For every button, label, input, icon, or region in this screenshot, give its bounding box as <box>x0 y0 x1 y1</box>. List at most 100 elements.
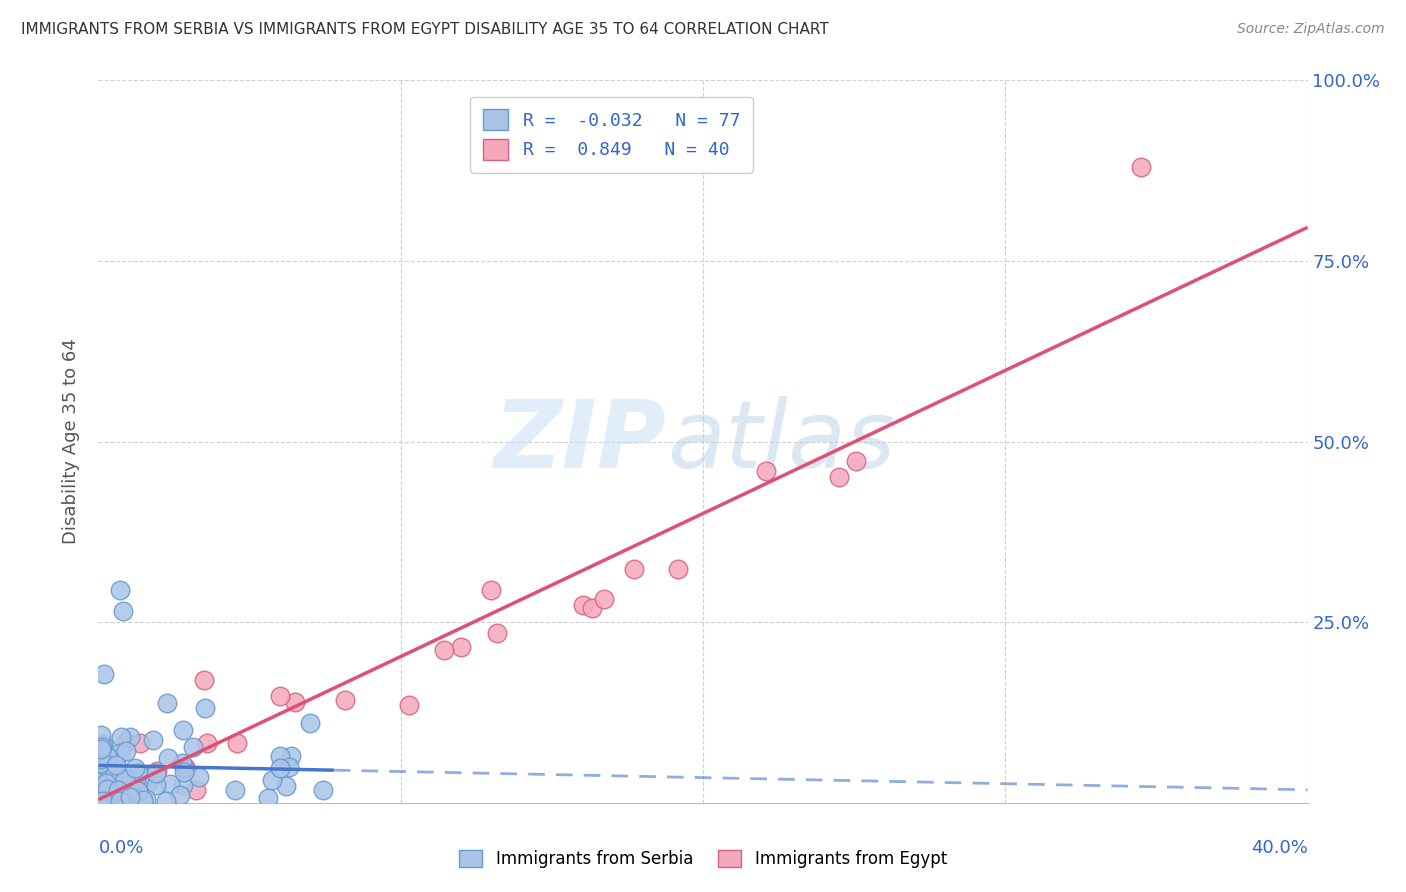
Point <box>91 790 114 805</box>
Point <box>104 751 127 765</box>
Point <box>90 794 112 808</box>
Point <box>124 772 146 787</box>
Point <box>269 748 291 763</box>
Point <box>181 740 204 755</box>
Point <box>172 778 194 792</box>
Point <box>110 790 132 805</box>
Point <box>135 792 157 806</box>
Point <box>581 600 603 615</box>
Point <box>311 783 333 797</box>
Point <box>828 470 851 484</box>
Point <box>333 693 356 707</box>
Point <box>91 739 114 753</box>
Point <box>117 772 139 786</box>
Point <box>117 777 139 791</box>
Point <box>94 776 117 790</box>
Text: 40.0%: 40.0% <box>1251 838 1308 857</box>
Point <box>93 794 115 808</box>
Point <box>91 737 114 751</box>
Point <box>112 776 135 790</box>
Point <box>1130 160 1153 174</box>
Point <box>284 695 307 709</box>
Point <box>96 754 118 768</box>
Point <box>115 734 138 748</box>
Point <box>173 765 195 780</box>
Point <box>93 772 115 787</box>
Point <box>90 752 112 766</box>
Point <box>90 728 112 742</box>
Point <box>572 598 595 612</box>
Point <box>256 790 278 805</box>
Point <box>193 673 215 687</box>
Point <box>114 772 136 787</box>
Point <box>118 789 141 804</box>
Point <box>433 643 456 657</box>
Point <box>110 777 132 791</box>
Point <box>479 583 502 598</box>
Point <box>96 784 118 798</box>
Point <box>101 786 124 800</box>
Point <box>91 767 114 781</box>
Point <box>132 793 155 807</box>
Point <box>115 744 138 758</box>
Point <box>104 766 127 780</box>
Y-axis label: Disability Age 35 to 64: Disability Age 35 to 64 <box>62 339 80 544</box>
Point <box>90 789 112 803</box>
Point <box>174 760 197 774</box>
Point <box>98 792 121 806</box>
Point <box>623 562 645 576</box>
Point <box>134 770 156 784</box>
Point <box>845 454 868 468</box>
Point <box>398 698 420 712</box>
Point <box>159 777 181 791</box>
Point <box>195 736 218 750</box>
Point <box>156 696 179 710</box>
Point <box>96 782 118 797</box>
Point <box>277 760 299 774</box>
Text: IMMIGRANTS FROM SERBIA VS IMMIGRANTS FROM EGYPT DISABILITY AGE 35 TO 64 CORRELAT: IMMIGRANTS FROM SERBIA VS IMMIGRANTS FRO… <box>21 22 830 37</box>
Point <box>174 764 197 778</box>
Point <box>269 689 291 703</box>
Legend: R =  -0.032   N = 77, R =  0.849   N = 40: R = -0.032 N = 77, R = 0.849 N = 40 <box>470 96 752 172</box>
Point <box>107 783 129 797</box>
Point <box>96 768 118 782</box>
Point <box>98 772 121 787</box>
Point <box>280 749 302 764</box>
Point <box>90 740 112 755</box>
Point <box>145 778 167 792</box>
Point <box>298 715 321 730</box>
Point <box>187 770 209 784</box>
Point <box>142 733 165 747</box>
Point <box>108 789 131 803</box>
Point <box>194 701 217 715</box>
Point <box>156 750 179 764</box>
Point <box>755 464 778 478</box>
Point <box>90 763 112 777</box>
Point <box>225 736 247 750</box>
Point <box>90 756 112 770</box>
Point <box>260 773 283 788</box>
Point <box>90 741 112 756</box>
Point <box>110 730 132 744</box>
Point <box>120 731 142 745</box>
Point <box>450 640 472 655</box>
Point <box>269 761 291 775</box>
Point <box>124 761 146 775</box>
Point <box>100 789 122 803</box>
Point <box>485 625 508 640</box>
Point <box>105 758 128 772</box>
Point <box>108 582 131 597</box>
Point <box>146 764 169 778</box>
Point <box>136 777 159 791</box>
Point <box>112 789 135 803</box>
Point <box>170 756 193 770</box>
Point <box>593 592 616 607</box>
Point <box>96 760 118 774</box>
Point <box>91 794 114 808</box>
Point <box>96 748 118 763</box>
Point <box>127 765 149 780</box>
Point <box>110 794 132 808</box>
Point <box>110 792 132 806</box>
Point <box>101 770 124 784</box>
Text: 0.0%: 0.0% <box>98 838 143 857</box>
